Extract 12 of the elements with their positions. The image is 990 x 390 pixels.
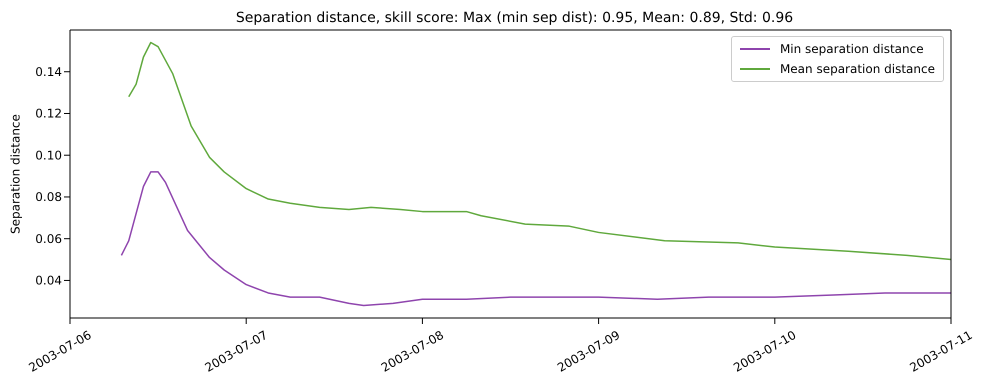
line-series: [120, 171, 951, 306]
legend-label: Min separation distance: [780, 41, 924, 58]
y-tick-label: 0.04: [35, 274, 62, 288]
y-tick-label: 0.06: [35, 232, 62, 246]
y-tick-label: 0.12: [35, 106, 62, 121]
legend-label: Mean separation distance: [780, 61, 935, 78]
y-tick-label: 0.08: [35, 190, 62, 204]
y-tick-label: 0.14: [35, 65, 62, 79]
y-tick-label: 0.10: [35, 148, 62, 162]
y-axis-title: Separation distance: [8, 114, 22, 234]
chart-title: Separation distance, skill score: Max (min sep dist): 0.95, Mean: 0.89, Std: 0.96: [234, 10, 794, 26]
line-series: [128, 42, 951, 260]
